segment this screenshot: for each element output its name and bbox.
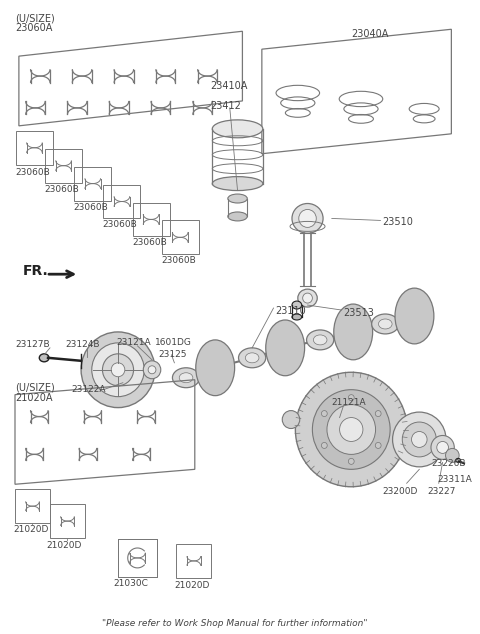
Text: 23513: 23513 xyxy=(344,308,374,318)
Ellipse shape xyxy=(375,443,381,448)
Ellipse shape xyxy=(322,443,327,448)
Ellipse shape xyxy=(307,330,334,350)
Ellipse shape xyxy=(393,412,446,467)
Ellipse shape xyxy=(339,418,363,441)
Bar xyxy=(45,149,82,183)
Bar xyxy=(176,544,211,578)
Text: 23122A: 23122A xyxy=(72,385,106,394)
Ellipse shape xyxy=(292,314,302,320)
Ellipse shape xyxy=(402,422,436,457)
Text: 21020D: 21020D xyxy=(46,541,82,550)
Text: 23060B: 23060B xyxy=(15,167,50,177)
Bar xyxy=(16,131,53,165)
Text: 23226B: 23226B xyxy=(431,460,466,469)
Ellipse shape xyxy=(348,394,354,401)
Bar xyxy=(162,221,199,254)
Text: 21030C: 21030C xyxy=(113,579,148,588)
Ellipse shape xyxy=(378,319,392,329)
Ellipse shape xyxy=(298,289,317,307)
Text: 23060B: 23060B xyxy=(102,221,137,230)
Text: 21020D: 21020D xyxy=(174,581,210,590)
Ellipse shape xyxy=(322,411,327,417)
Text: "Please refer to Work Shop Manual for further information": "Please refer to Work Shop Manual for fu… xyxy=(102,619,367,628)
Ellipse shape xyxy=(437,441,448,453)
Text: 23060B: 23060B xyxy=(73,202,108,212)
Bar xyxy=(103,184,140,219)
Ellipse shape xyxy=(196,340,235,396)
Text: 23124B: 23124B xyxy=(66,340,100,349)
Ellipse shape xyxy=(111,363,125,377)
Bar xyxy=(118,539,157,577)
Ellipse shape xyxy=(411,432,427,448)
Ellipse shape xyxy=(295,372,407,487)
Ellipse shape xyxy=(92,343,144,397)
Ellipse shape xyxy=(334,304,372,360)
Bar xyxy=(118,539,157,577)
Text: 23060B: 23060B xyxy=(162,256,196,265)
Ellipse shape xyxy=(228,212,247,221)
Ellipse shape xyxy=(148,366,156,374)
Ellipse shape xyxy=(395,288,434,344)
Ellipse shape xyxy=(292,204,323,233)
Ellipse shape xyxy=(348,458,354,464)
Ellipse shape xyxy=(172,368,200,387)
Ellipse shape xyxy=(144,361,161,378)
Text: 23060A: 23060A xyxy=(15,23,52,34)
Text: 21020A: 21020A xyxy=(15,392,52,403)
Ellipse shape xyxy=(292,301,302,309)
Ellipse shape xyxy=(102,354,133,385)
Text: FR.: FR. xyxy=(23,264,48,278)
Ellipse shape xyxy=(327,404,375,455)
Ellipse shape xyxy=(313,335,327,345)
Text: 23227: 23227 xyxy=(427,488,456,496)
Ellipse shape xyxy=(266,320,305,376)
Text: 23410A: 23410A xyxy=(210,81,248,91)
Text: 23121A: 23121A xyxy=(116,338,151,347)
Bar xyxy=(74,167,111,200)
Text: 23060B: 23060B xyxy=(44,184,79,193)
Ellipse shape xyxy=(179,373,193,383)
Ellipse shape xyxy=(212,177,263,191)
Text: 1601DG: 1601DG xyxy=(155,338,192,347)
Ellipse shape xyxy=(375,411,381,417)
Text: 23060B: 23060B xyxy=(132,238,168,247)
Ellipse shape xyxy=(228,194,247,203)
Ellipse shape xyxy=(299,209,316,228)
Text: 23200D: 23200D xyxy=(383,488,418,496)
Ellipse shape xyxy=(372,314,399,334)
Text: 21020D: 21020D xyxy=(13,525,48,534)
Ellipse shape xyxy=(303,293,312,303)
Text: 23110: 23110 xyxy=(276,306,306,316)
Ellipse shape xyxy=(312,390,390,469)
Text: 23040A: 23040A xyxy=(351,29,389,39)
Text: 23127B: 23127B xyxy=(15,340,49,349)
Ellipse shape xyxy=(245,353,259,363)
Ellipse shape xyxy=(212,120,263,138)
Ellipse shape xyxy=(445,448,459,462)
Ellipse shape xyxy=(282,411,300,429)
Ellipse shape xyxy=(431,436,454,460)
Ellipse shape xyxy=(239,348,266,368)
Ellipse shape xyxy=(81,332,155,408)
Text: (U/SIZE): (U/SIZE) xyxy=(15,13,55,23)
Bar xyxy=(132,202,169,236)
Bar xyxy=(15,489,50,523)
Ellipse shape xyxy=(39,354,49,362)
Text: 23412: 23412 xyxy=(210,101,241,111)
Ellipse shape xyxy=(456,458,461,462)
Text: (U/SIZE): (U/SIZE) xyxy=(15,383,55,392)
Text: 23311A: 23311A xyxy=(438,476,472,484)
Text: 23510: 23510 xyxy=(383,217,413,228)
Text: 21121A: 21121A xyxy=(332,398,366,406)
Text: 23125: 23125 xyxy=(159,350,187,359)
Bar xyxy=(50,504,85,538)
